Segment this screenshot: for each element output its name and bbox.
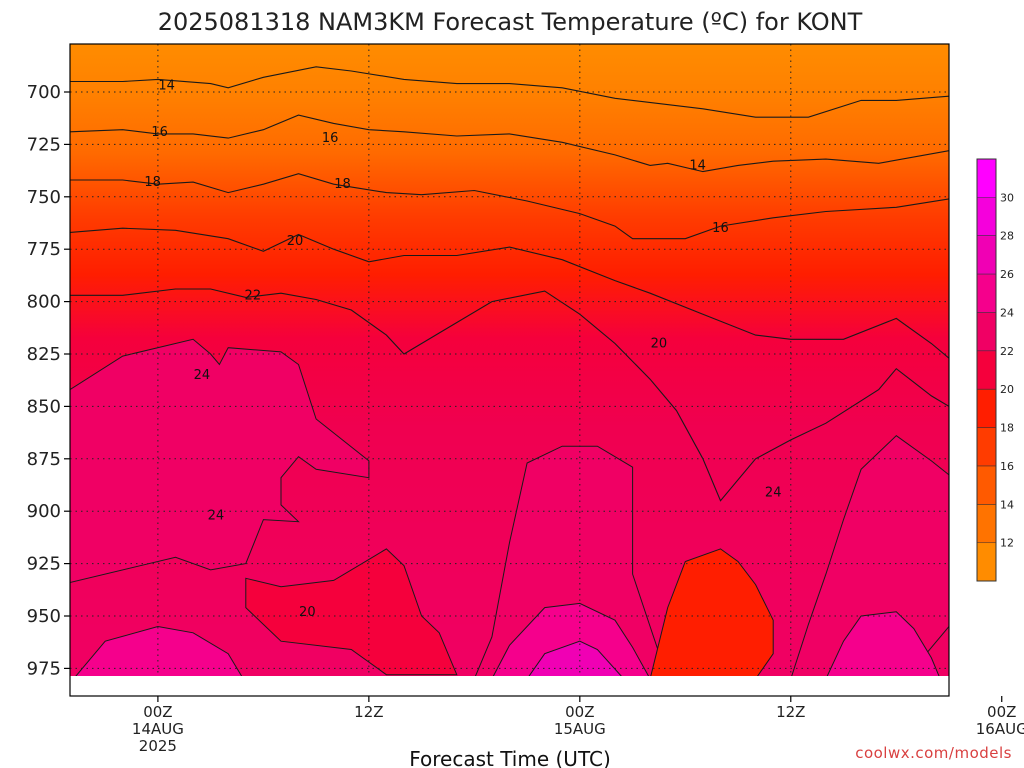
colorbar-label: 14: [1000, 498, 1014, 511]
contour-label: 20: [651, 337, 668, 352]
contour-label: 20: [299, 605, 316, 620]
contour-label: 16: [712, 221, 729, 236]
colorbar-segment: [977, 274, 996, 313]
contour-label: 16: [322, 131, 339, 146]
plot-area: [70, 44, 949, 696]
colorbar: 12 14 16 18 20 22 24 26 28 30: [976, 158, 1014, 582]
y-tick-label: 800: [27, 292, 61, 313]
contour-label: 18: [144, 175, 161, 190]
contour-line-isotherm-14-upper: [70, 66, 949, 118]
colorbar-segment: [977, 389, 996, 429]
colorbar-label: 16: [1000, 460, 1014, 473]
contour-region-cool-pocket-right: [650, 548, 774, 676]
y-tick-label: 775: [27, 239, 61, 260]
x-tick-label: 00Z: [143, 703, 172, 721]
contour-line-isotherm-18: [70, 173, 949, 240]
contour-label: 16: [151, 125, 168, 140]
colorbar-segment: [977, 465, 996, 505]
y-tick-label: 950: [27, 606, 61, 627]
y-tick-label: 750: [27, 187, 61, 208]
y-tick-label: 900: [27, 501, 61, 522]
colorbar-label: 30: [1000, 191, 1014, 204]
colorbar-segment: [977, 504, 996, 544]
y-axis: 700 725 750 775 800 825 850 875 900 925 950 975: [27, 82, 70, 679]
colorbar-segment: [977, 235, 996, 275]
x-tick-label: 15AUG: [554, 720, 606, 738]
colorbar-label: 20: [1000, 383, 1014, 396]
y-tick-label: 925: [27, 554, 61, 575]
y-tick-label: 875: [27, 449, 61, 470]
colorbar-segment: [977, 312, 996, 352]
y-tick-label: 850: [27, 396, 61, 417]
x-tick-label: 00Z: [987, 703, 1016, 721]
y-tick-label: 700: [27, 82, 61, 103]
contour-region-hot-core-right: [826, 611, 940, 676]
colorbar-segment: [977, 542, 996, 582]
contour-label: 22: [245, 288, 262, 303]
contour-region-warm-core-left-upper: [70, 338, 370, 584]
contour-label: 24: [208, 508, 225, 523]
contour-region-hot-core-left-low: [75, 625, 243, 676]
colorbar-label: 28: [1000, 230, 1014, 243]
contour-region-warm-core-mid: [474, 445, 668, 676]
y-tick-label: 975: [27, 658, 61, 679]
colorbar-label: 26: [1000, 268, 1014, 281]
contour-region-cool-pocket-left: [245, 548, 458, 676]
contour-label: 20: [287, 234, 304, 249]
colorbar-label: 22: [1000, 345, 1014, 358]
y-tick-label: 725: [27, 134, 61, 155]
plot-frame: [69, 43, 950, 697]
contour-label: 18: [334, 177, 351, 192]
contour-region-hottest-core-mid: [528, 640, 622, 676]
contour-label: 24: [194, 368, 211, 383]
colorbar-segment: [977, 350, 996, 390]
colorbar-frame: [976, 158, 997, 582]
colorbar-label: 18: [1000, 422, 1014, 435]
x-tick-label: 14AUG: [132, 720, 184, 738]
credit-text: coolwx.com/models: [855, 744, 1012, 762]
colorbar-label: 24: [1000, 306, 1014, 319]
colorbar-label: 12: [1000, 537, 1014, 550]
colorbar-segment: [977, 159, 996, 198]
terrain-ground: [70, 676, 949, 696]
chart-title: 2025081318 NAM3KM Forecast Temperature (…: [158, 8, 863, 36]
contour-label: 14: [689, 158, 706, 173]
contour-label: 24: [765, 485, 782, 500]
contour-labels: 14 16 18 16 18 20 22 24 24 20 14 16 20 24: [144, 79, 782, 620]
colorbar-segment: [977, 197, 996, 237]
y-tick-label: 825: [27, 344, 61, 365]
x-tick-label: 00Z: [565, 703, 594, 721]
x-tick-label: 2025: [139, 737, 177, 755]
contour-line-isotherm-20: [70, 227, 949, 359]
colorbar-segment: [977, 427, 996, 467]
x-tick-label: 12Z: [354, 703, 383, 721]
x-tick-label: 16AUG: [976, 720, 1024, 738]
contour-region-hot-core-mid: [492, 602, 650, 676]
contour-line-isotherm-16-upper: [70, 114, 949, 173]
contour-label: 14: [158, 79, 175, 94]
x-tick-label: 12Z: [776, 703, 805, 721]
x-axis-label: Forecast Time (UTC): [409, 747, 611, 768]
